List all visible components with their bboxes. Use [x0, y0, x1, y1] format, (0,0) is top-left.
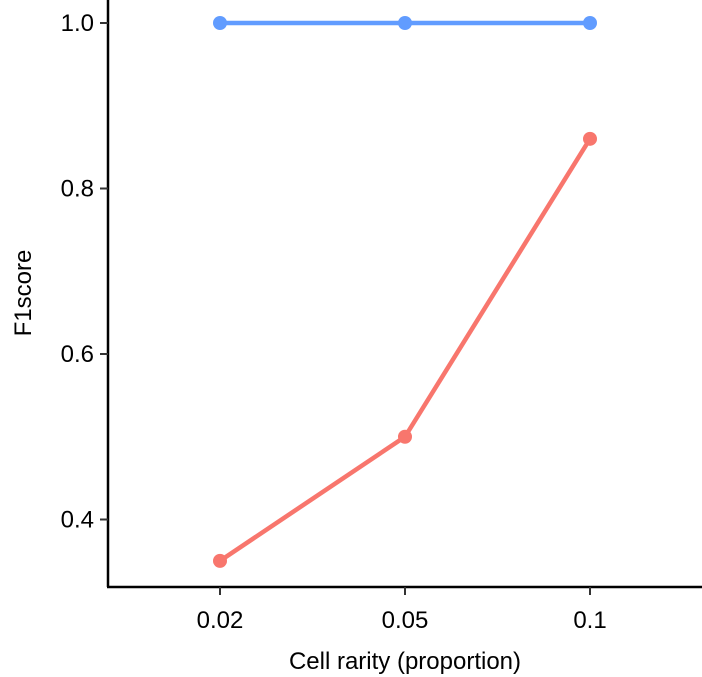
x-tick-label: 0.05: [382, 607, 429, 634]
data-point: [398, 16, 412, 30]
data-point: [213, 553, 227, 568]
data-point: [398, 429, 412, 444]
y-tick-label: 0.6: [61, 341, 94, 368]
data-point: [213, 16, 227, 30]
plot-area: 0.4 0.6 0.8 1.0 0.02 0.05 0.1: [61, 0, 702, 634]
series-1: [213, 16, 597, 30]
data-point: [583, 16, 597, 30]
y-tick-label: 0.4: [61, 507, 94, 534]
x-tick-label: 0.1: [573, 607, 606, 634]
y-tick-label: 1.0: [61, 10, 94, 37]
y-tick-label: 0.8: [61, 176, 94, 203]
y-axis-title: F1score: [10, 250, 37, 337]
x-tick-label: 0.02: [197, 607, 244, 634]
series-line: [217, 136, 593, 564]
x-axis-title: Cell rarity (proportion): [289, 648, 521, 675]
series-2: [213, 131, 597, 568]
data-point: [583, 131, 597, 146]
x-ticks: 0.02 0.05 0.1: [197, 587, 607, 634]
y-ticks: 0.4 0.6 0.8 1.0: [61, 10, 108, 534]
series-layer: [213, 16, 597, 568]
